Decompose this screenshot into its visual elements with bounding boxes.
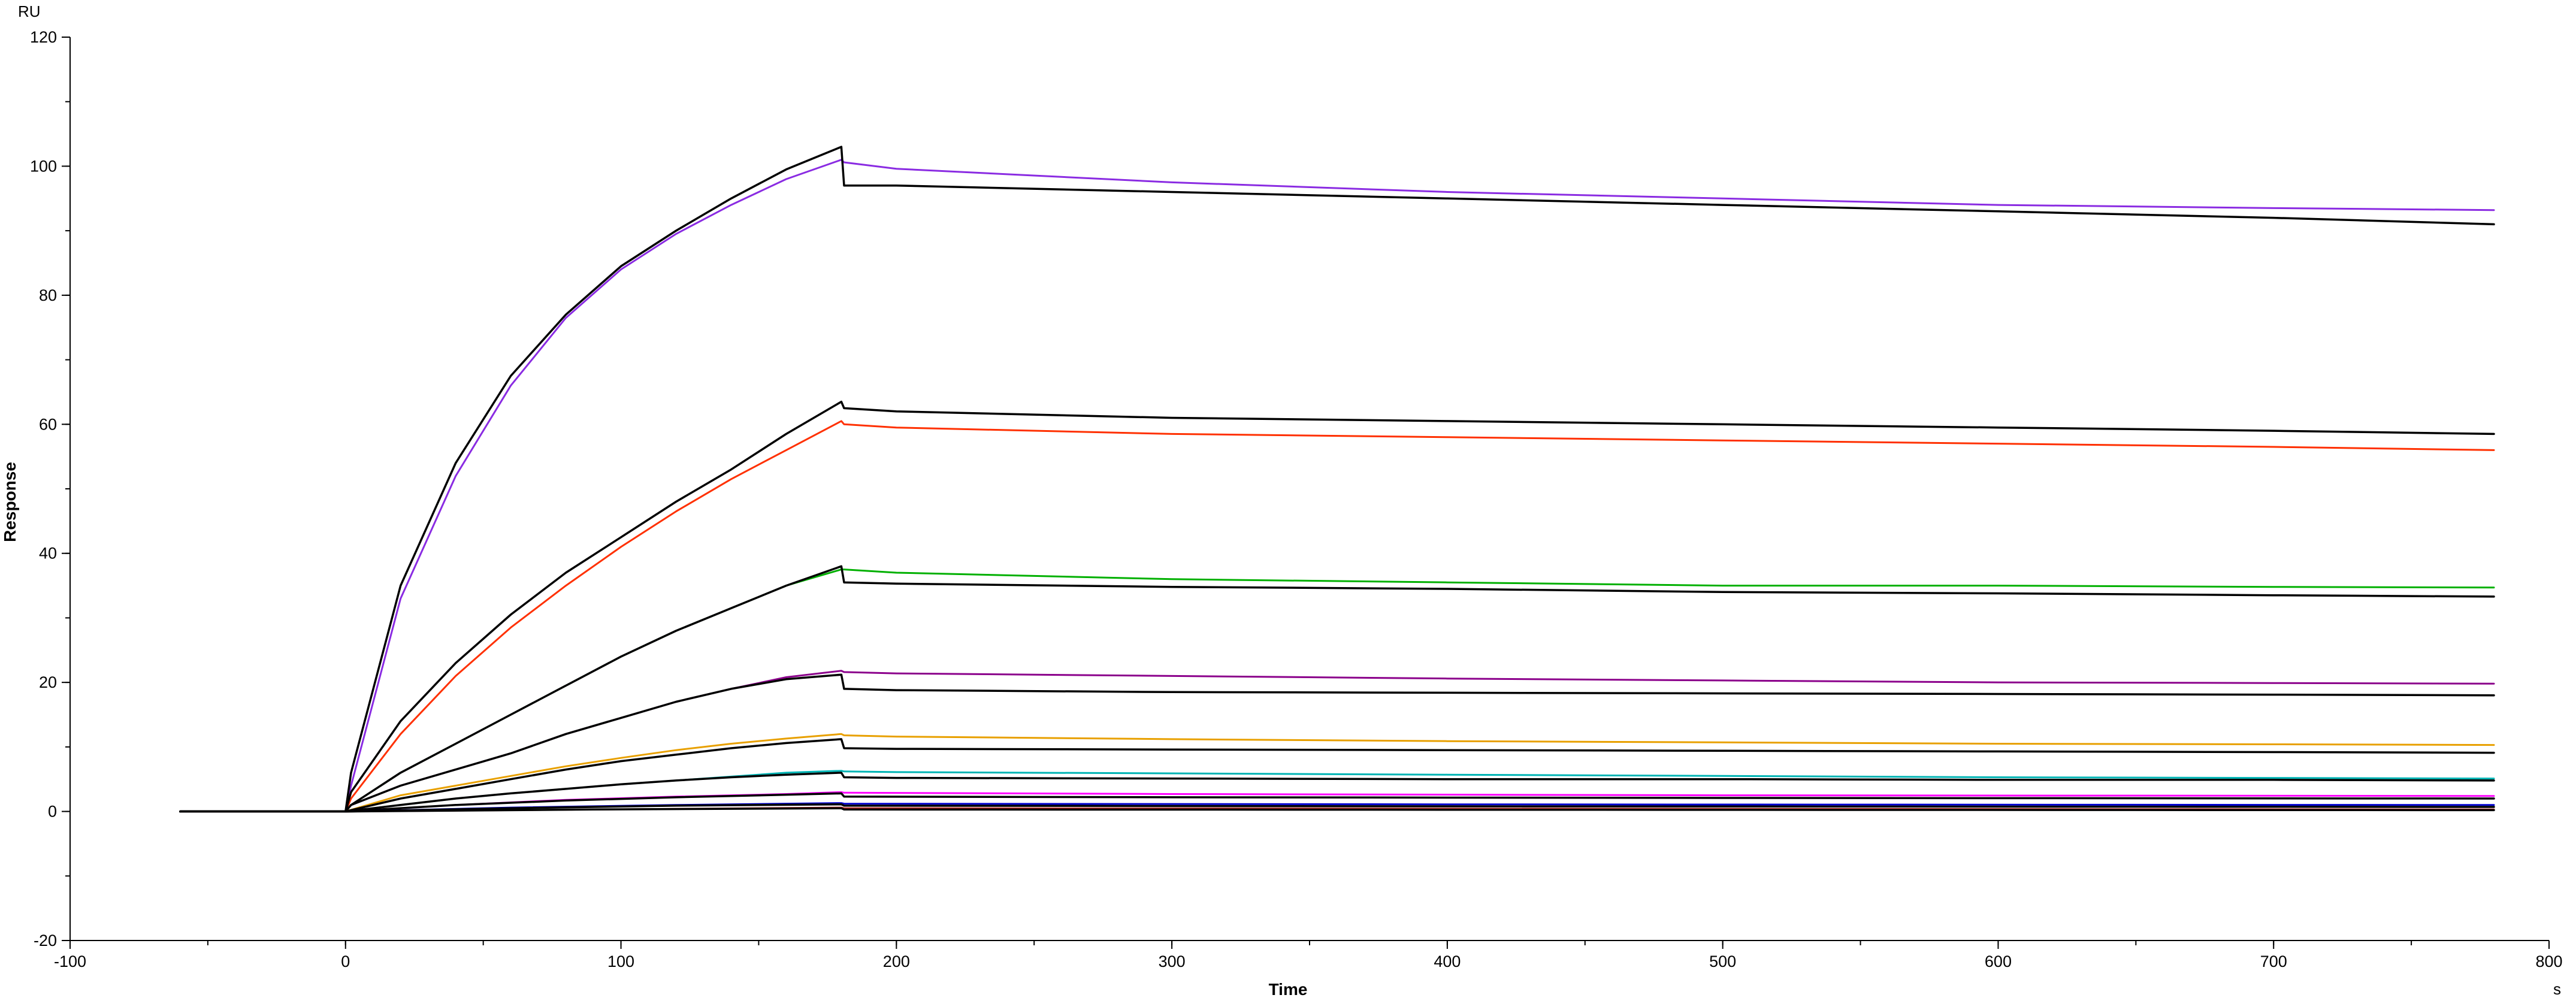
response-curve-line: [179, 568, 2495, 813]
x-tick-label: 400: [1434, 952, 1461, 970]
x-unit-label: s: [2553, 980, 2561, 998]
fit-curve-line: [179, 565, 2495, 813]
fit-curve-line: [179, 400, 2495, 813]
y-tick-label: 120: [30, 28, 57, 46]
y-tick-label: 40: [39, 545, 57, 563]
y-axis-title: Response: [1, 462, 19, 542]
x-tick-label: 0: [341, 952, 350, 970]
response-curve-line: [179, 733, 2495, 813]
x-tick-label: 800: [2535, 952, 2562, 970]
y-unit-label: RU: [18, 2, 41, 20]
fit-curve-line: [179, 772, 2495, 813]
x-axis-title: Time: [1269, 980, 1308, 999]
axes: -100 0 100 200 300 400 500 600 700 800 -20 0 20 40 60 8…: [30, 28, 2563, 970]
x-tick-label: 500: [1709, 952, 1736, 970]
y-tick-label: -20: [34, 932, 57, 949]
y-tick-label: 60: [39, 415, 57, 433]
fit-curve-line: [179, 792, 2495, 813]
response-curve-line: [179, 420, 2495, 813]
fit-curve-line: [179, 738, 2495, 813]
y-tick-label: 80: [39, 286, 57, 304]
x-tick-label: 700: [2260, 952, 2287, 970]
fit-curve-line: [179, 146, 2495, 813]
fit-curve-line: [179, 673, 2495, 813]
series-lines: [179, 146, 2495, 813]
x-tick-label: 200: [883, 952, 910, 970]
response-curve-line: [179, 159, 2495, 813]
y-tick-label: 100: [30, 157, 57, 175]
x-tick-label: -100: [54, 952, 86, 970]
fit-curve-line: [179, 807, 2495, 813]
x-tick-label: 600: [1985, 952, 2012, 970]
x-tick-label: 300: [1159, 952, 1186, 970]
x-tick-label: 100: [607, 952, 634, 970]
y-tick-label: 20: [39, 673, 57, 691]
y-tick-label: 0: [48, 803, 57, 821]
